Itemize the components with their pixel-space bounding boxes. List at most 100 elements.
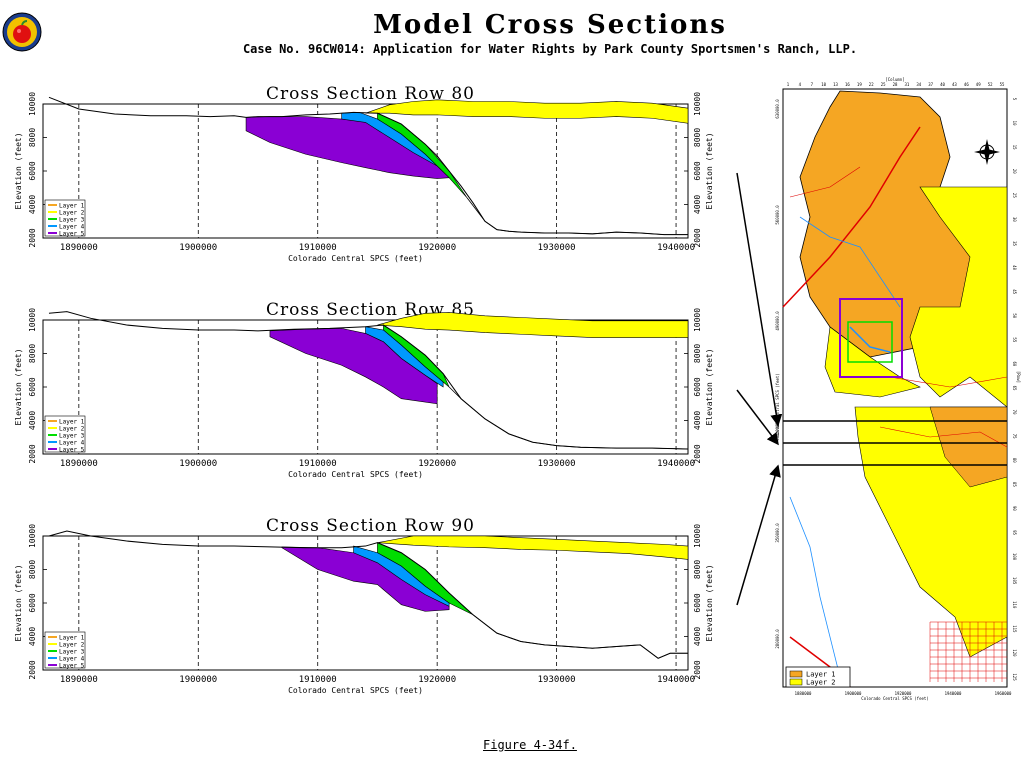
- map-top-label: [Column]: [885, 77, 904, 82]
- map-legend-entry: Layer 1: [806, 671, 836, 679]
- y-tick-label-left: 6000: [28, 161, 37, 180]
- legend-entry: Layer 1: [59, 419, 85, 426]
- x-tick-label: 1940000: [657, 243, 695, 253]
- x-tick-label: 1920000: [418, 459, 456, 469]
- y-tick-label-right: 8000: [693, 560, 702, 579]
- map-col-tick: 52: [988, 82, 993, 87]
- map-bottom-tick: 1960000: [995, 691, 1012, 696]
- layer-area-layer-5: [281, 546, 450, 612]
- map-col-tick: 40: [940, 82, 945, 87]
- model-bottom-line: [472, 614, 688, 659]
- map-row-tick: 15: [1012, 145, 1017, 150]
- map-left-tick: 630000.0: [775, 99, 780, 119]
- map-row-tick: 120: [1012, 649, 1017, 657]
- map-stream: [789, 496, 841, 678]
- x-tick-label: 1900000: [179, 243, 217, 253]
- x-tick-label: 1890000: [60, 243, 98, 253]
- legend-entry: Layer 4: [59, 656, 85, 663]
- map-col-tick: 4: [799, 82, 802, 87]
- map-col-tick: 19: [857, 82, 862, 87]
- map-left-tick: 280000.0: [775, 629, 780, 649]
- x-axis-label: Colorado Central SPCS (feet): [288, 686, 423, 695]
- agency-seal-logo: [2, 12, 42, 52]
- x-tick-label: 1930000: [538, 459, 576, 469]
- map-row-tick: 60: [1012, 362, 1017, 367]
- x-tick-label: 1900000: [179, 675, 217, 685]
- map-col-tick: 10: [821, 82, 826, 87]
- x-tick-label: 1920000: [418, 243, 456, 253]
- chart-title: Cross Section Row 90: [266, 516, 475, 536]
- page-title: Model Cross Sections: [373, 10, 727, 40]
- map-col-tick: 22: [869, 82, 874, 87]
- y-tick-label-right: 10000: [693, 308, 702, 332]
- map-hatched-area: [929, 621, 1007, 682]
- x-tick-label: 1940000: [657, 459, 695, 469]
- map-row-tick: 50: [1012, 313, 1017, 318]
- map-row-tick: 95: [1012, 530, 1017, 535]
- map-col-tick: 13: [833, 82, 838, 87]
- y-tick-label-right: 6000: [693, 593, 702, 612]
- map-col-tick: 49: [976, 82, 981, 87]
- x-tick-label: 1910000: [299, 459, 337, 469]
- y-axis-label-right: Elevation (feet): [705, 132, 714, 209]
- legend-entry: Layer 4: [59, 224, 85, 231]
- map-col-tick: 16: [845, 82, 850, 87]
- y-tick-label-left: 4000: [28, 195, 37, 214]
- model-bottom-line: [466, 197, 688, 236]
- map-col-tick: 1: [787, 82, 790, 87]
- y-tick-label-left: 10000: [28, 524, 37, 548]
- y-tick-label-right: 4000: [693, 195, 702, 214]
- y-tick-label-left: 4000: [28, 411, 37, 430]
- map-row-tick: 65: [1012, 386, 1017, 391]
- map-stream: [849, 326, 891, 353]
- x-tick-label: 1910000: [299, 675, 337, 685]
- map-col-tick: 43: [952, 82, 957, 87]
- map-left-label: Colorado Central SPCS (feet): [775, 373, 780, 440]
- y-tick-label-right: 8000: [693, 128, 702, 147]
- legend-entry: Layer 1: [59, 203, 85, 210]
- y-tick-label-left: 2000: [28, 444, 37, 463]
- map-road: [782, 126, 921, 308]
- map-road: [879, 426, 1008, 448]
- map-row-tick: 35: [1012, 241, 1017, 246]
- x-tick-label: 1900000: [179, 459, 217, 469]
- map-left-tick: 560000.0: [775, 205, 780, 225]
- map-row-tick: 25: [1012, 193, 1017, 198]
- map-row-tick: 110: [1012, 601, 1017, 609]
- x-tick-label: 1940000: [657, 675, 695, 685]
- x-tick-label: 1930000: [538, 243, 576, 253]
- y-tick-label-left: 4000: [28, 627, 37, 646]
- map-right-label: [Row]: [1016, 371, 1021, 383]
- map-col-tick: 28: [893, 82, 898, 87]
- y-axis-label-left: Elevation (feet): [14, 564, 23, 641]
- layer-area-layer-2: [377, 312, 689, 338]
- y-tick-label-left: 10000: [28, 92, 37, 116]
- map-legend-entry: Layer 2: [806, 679, 836, 687]
- map-row-tick: 90: [1012, 506, 1017, 511]
- legend-entry: Layer 2: [59, 210, 85, 217]
- y-tick-label-left: 8000: [28, 560, 37, 579]
- map-col-tick: 7: [811, 82, 814, 87]
- map-row-tick: 125: [1012, 673, 1017, 681]
- map-col-tick: 55: [1000, 82, 1005, 87]
- map-row-tick: 55: [1012, 337, 1017, 342]
- map-col-tick: 46: [964, 82, 969, 87]
- map-row-tick: 105: [1012, 577, 1017, 585]
- layer-area-layer-2: [377, 535, 689, 560]
- legend-entry: Layer 2: [59, 642, 85, 649]
- y-tick-label-right: 4000: [693, 411, 702, 430]
- map-ranch-inner: [847, 321, 893, 363]
- legend-entry: Layer 3: [59, 649, 85, 656]
- cross-section-chart-row-80: Cross Section Row 80 1890000 1900000 191000…: [14, 84, 714, 263]
- map-left-tick: 490000.0: [775, 311, 780, 331]
- model-grid-map: [Column] 1 4 7 10 13 16 19 22 25 28 31 34 37 40 43 46 49 5…: [775, 77, 1021, 701]
- y-tick-label-right: 6000: [693, 161, 702, 180]
- y-tick-label-right: 4000: [693, 627, 702, 646]
- map-layer1-region-east: [929, 406, 1008, 488]
- map-row-tick: 70: [1012, 410, 1017, 415]
- cross-section-chart-row-90: Cross Section Row 90 1890000 1900000 191000…: [14, 516, 714, 695]
